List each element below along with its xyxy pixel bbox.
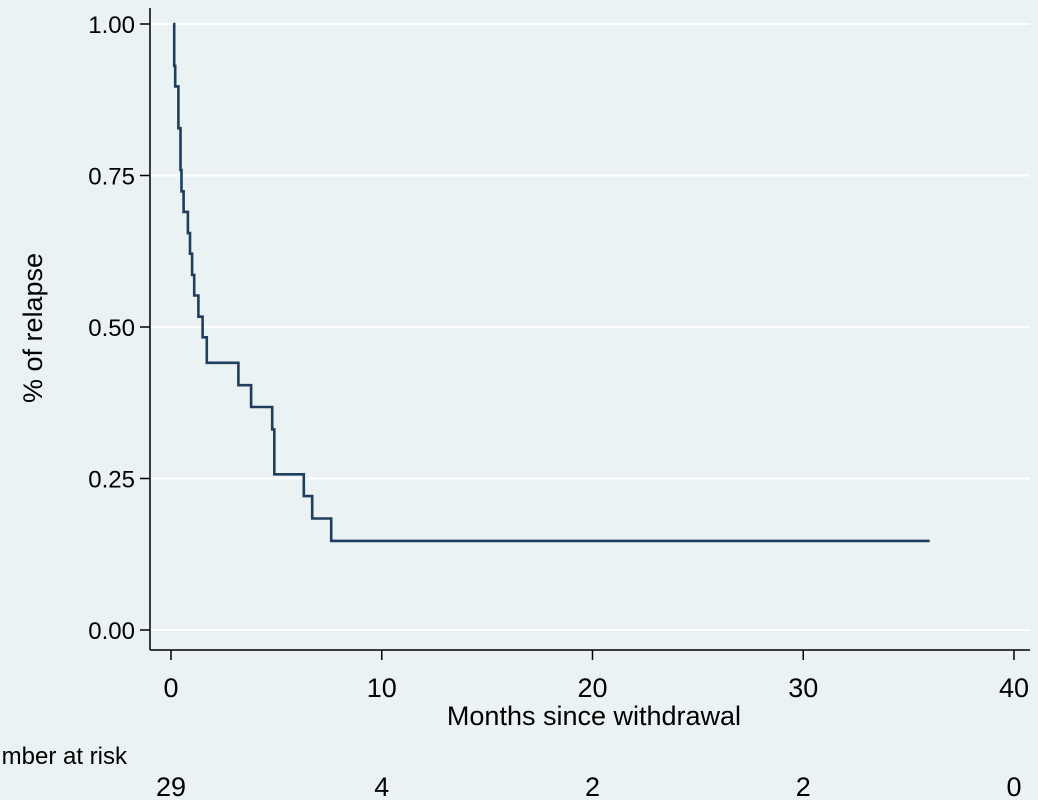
x-tick-label-2: 20 (577, 673, 607, 703)
y-tick-label-2: 0.50 (88, 315, 135, 342)
y-tick-label-0: 0.00 (88, 618, 135, 645)
series-line-0 (172, 22, 930, 543)
series-group (172, 22, 930, 543)
risk-count-2: 2 (585, 772, 600, 800)
grid-lines (150, 23, 1030, 631)
risk-table: 29 4 2 2 0 (156, 772, 1022, 800)
x-axis-label: Months since withdrawal (447, 701, 741, 731)
risk-count-3: 2 (796, 772, 811, 800)
axes (149, 8, 1030, 651)
x-tick-label-1: 10 (367, 673, 397, 703)
y-tick-label-1: 0.25 (88, 467, 135, 494)
x-tick-label-3: 30 (788, 673, 818, 703)
x-ticks: 0 10 20 30 40 (163, 650, 1029, 703)
y-axis-label: % of relapse (18, 253, 48, 403)
y-tick-label-3: 0.75 (88, 164, 135, 191)
y-ticks: 0.00 0.25 0.50 0.75 1.00 (88, 12, 150, 645)
y-tick-label-4: 1.00 (88, 12, 135, 39)
x-tick-label-0: 0 (163, 673, 178, 703)
risk-count-4: 0 (1006, 772, 1021, 800)
risk-table-label: Number at risk (0, 743, 128, 770)
x-tick-label-4: 40 (999, 673, 1029, 703)
risk-count-0: 29 (156, 772, 186, 800)
risk-count-1: 4 (374, 772, 389, 800)
